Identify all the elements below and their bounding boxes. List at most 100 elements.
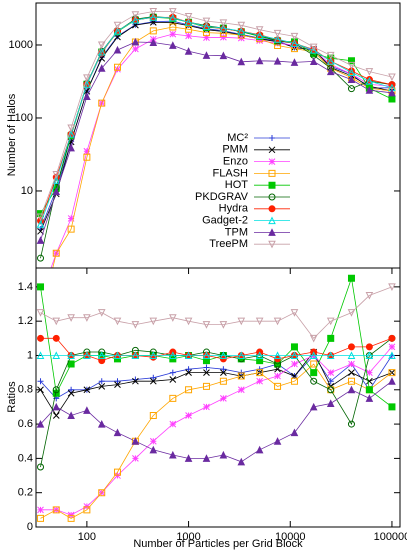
data-point (388, 377, 396, 385)
legend-marker (268, 146, 276, 154)
data-point (169, 420, 177, 428)
plot-frame (35, 2, 401, 269)
series-line (40, 337, 393, 362)
data-point (388, 369, 396, 376)
y-tick-label: 1 (27, 349, 33, 361)
legend-label: FLASH (213, 167, 249, 179)
data-point (290, 377, 298, 385)
data-point (273, 437, 282, 445)
data-point (202, 382, 210, 390)
data-point (52, 386, 60, 394)
data-point (326, 57, 335, 65)
data-point (255, 351, 264, 359)
legend-label: PKDGRAV (195, 191, 249, 203)
data-point (309, 402, 318, 411)
data-point (149, 27, 157, 35)
data-point (52, 402, 61, 411)
x-tick-label: 10000 (275, 531, 306, 543)
data-point (97, 309, 106, 317)
legend-label: PMM (222, 144, 248, 156)
data-point (326, 351, 335, 359)
data-point (219, 377, 227, 385)
data-point (97, 47, 106, 56)
data-point (203, 403, 210, 411)
data-point (149, 445, 158, 454)
data-point (37, 283, 45, 291)
legend-label: TreePM (209, 238, 248, 250)
data-point (67, 130, 75, 138)
data-point (131, 37, 140, 46)
y-axis-label: Ratios (6, 381, 18, 413)
legend-marker (268, 158, 276, 165)
legend-label: MC² (227, 132, 248, 144)
data-point (347, 309, 356, 317)
legend-marker (268, 193, 276, 201)
data-point (113, 468, 121, 476)
data-point (132, 455, 139, 462)
data-point (131, 437, 140, 445)
y-tick-label: 1.4 (18, 281, 33, 293)
data-point (185, 412, 192, 419)
data-point (37, 386, 44, 394)
data-point (202, 351, 211, 359)
data-point (290, 351, 299, 359)
y-tick-label: 0 (27, 521, 33, 533)
data-point (184, 351, 193, 359)
data-point (290, 428, 299, 437)
data-point (169, 23, 177, 31)
data-point (113, 63, 121, 71)
data-point (365, 343, 373, 351)
data-point (203, 369, 210, 376)
data-point (169, 369, 176, 376)
data-point (169, 450, 177, 459)
data-point (131, 15, 140, 24)
data-point (255, 56, 264, 65)
data-point (365, 68, 374, 76)
data-point (36, 351, 45, 359)
data-point (202, 17, 211, 26)
series-line (40, 16, 393, 225)
data-point (220, 369, 227, 376)
y-tick-label: 10 (21, 185, 33, 197)
data-point (365, 386, 373, 394)
data-point (185, 369, 192, 376)
x-axis-label: Number of Particles per Grid Block (133, 538, 303, 550)
data-point (220, 366, 227, 373)
data-point (185, 366, 192, 373)
plot-frame (35, 267, 401, 528)
legend-label: Gadget-2 (202, 215, 248, 227)
data-point (219, 450, 228, 459)
data-point (365, 291, 374, 300)
data-point (290, 58, 299, 66)
data-point (149, 38, 158, 47)
data-point (67, 143, 75, 152)
data-point (256, 357, 264, 365)
data-point (67, 215, 75, 222)
data-point (202, 22, 211, 30)
y-tick-label: 0.2 (18, 487, 33, 499)
data-point (36, 236, 45, 244)
data-point (347, 420, 355, 428)
legend-marker (268, 228, 276, 236)
data-point (169, 41, 177, 49)
data-point (37, 334, 45, 342)
data-point (97, 351, 106, 359)
data-point (347, 85, 355, 93)
series-line (40, 286, 393, 339)
data-point (36, 220, 45, 228)
data-point (365, 394, 374, 402)
data-point (113, 317, 122, 326)
data-point (36, 213, 45, 222)
data-point (83, 506, 91, 514)
plot-area (36, 274, 396, 522)
data-point (67, 514, 75, 522)
data-point (37, 514, 45, 522)
data-point (83, 386, 91, 394)
data-point (113, 45, 122, 54)
data-point (149, 377, 157, 385)
legend-marker (268, 240, 276, 249)
data-point (67, 225, 75, 233)
plot-area (36, 7, 396, 268)
data-point (255, 317, 264, 326)
data-point (83, 147, 91, 155)
